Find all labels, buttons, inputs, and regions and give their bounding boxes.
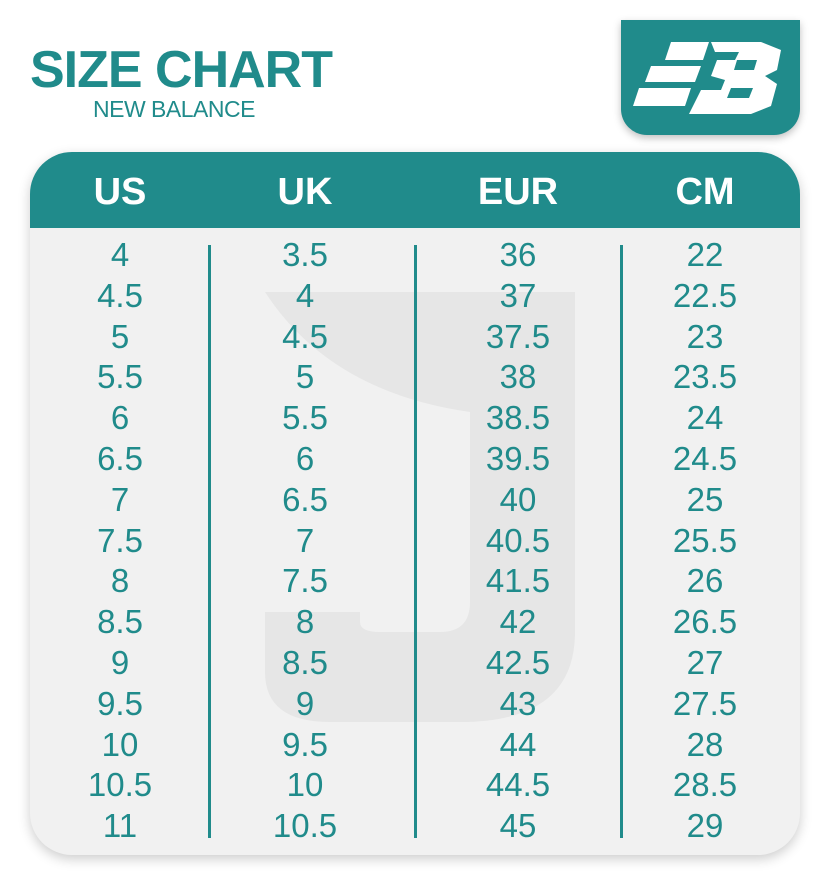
cell-eur: 36: [499, 236, 537, 273]
column-divider: [208, 245, 211, 838]
cell-us: 5.5: [97, 358, 143, 396]
cell-eur: 44: [499, 725, 537, 763]
cell-us: 7.5: [97, 521, 143, 559]
cell-cm: 29: [686, 807, 724, 845]
cell-cm: 23.5: [672, 358, 738, 396]
cell-uk: 5.5: [282, 399, 328, 437]
cell-uk: 10: [286, 766, 324, 804]
column-header-eur: EUR: [477, 171, 559, 213]
cell-cm: 26: [686, 562, 724, 600]
cell-cm: 28: [686, 725, 724, 763]
cell-us: 10: [101, 725, 139, 763]
cell-us: 11: [102, 807, 138, 845]
cell-uk: 8.5: [282, 644, 328, 681]
cell-eur: 37.5: [485, 317, 551, 355]
cell-cm: 26.5: [672, 603, 738, 641]
cell-eur: 39.5: [485, 440, 551, 477]
cell-cm: 24: [686, 399, 724, 437]
cell-uk: 4: [295, 276, 315, 314]
page-title: SIZE CHART: [30, 41, 333, 99]
cell-eur: 41.5: [485, 562, 551, 600]
cell-cm: 27: [686, 644, 724, 681]
cell-uk: 7: [295, 521, 315, 559]
cell-cm: 22: [686, 236, 724, 273]
cell-us: 10.5: [87, 766, 153, 804]
table-header: US UK EUR CM: [30, 152, 800, 228]
cell-uk: 9.5: [282, 725, 328, 763]
size-table: US UK EUR CM 4 3.5 36 22 4.5 4 37 22.5 5 4.5 37.5 2…: [30, 152, 800, 855]
cell-uk: 6: [295, 440, 315, 477]
cell-uk: 5: [295, 358, 315, 396]
cell-cm: 25: [686, 480, 724, 518]
cell-cm: 22.5: [672, 276, 738, 314]
cell-cm: 28.5: [672, 766, 738, 804]
cell-us: 6.5: [97, 440, 143, 477]
cell-cm: 23: [686, 317, 724, 355]
cell-us: 7: [110, 480, 130, 518]
column-header-us: US: [93, 171, 147, 213]
cell-eur: 40.5: [485, 521, 551, 559]
cell-uk: 4.5: [282, 317, 328, 355]
cell-cm: 25.5: [672, 521, 738, 559]
cell-eur: 40: [499, 480, 537, 518]
cell-eur: 38: [499, 358, 537, 396]
cell-us: 8.5: [97, 603, 143, 641]
cell-eur: 42.5: [485, 644, 551, 681]
column-header-cm: CM: [675, 171, 735, 213]
watermark-icon: [265, 292, 575, 722]
cell-uk: 6.5: [282, 480, 328, 518]
cell-uk: 7.5: [282, 562, 328, 600]
cell-eur: 43: [499, 684, 537, 722]
cell-us: 4.5: [97, 276, 143, 314]
nb-logo-icon: [633, 42, 781, 114]
new-balance-logo: [621, 20, 800, 135]
cell-us: 6: [110, 399, 130, 437]
cell-eur: 42: [499, 603, 537, 641]
column-divider: [620, 245, 623, 838]
cell-us: 5: [110, 317, 130, 355]
column-header-uk: UK: [277, 171, 333, 213]
cell-us: 4: [110, 236, 130, 273]
cell-cm: 27.5: [672, 684, 738, 722]
cell-us: 9.5: [97, 684, 143, 722]
cell-uk: 3.5: [282, 236, 328, 273]
column-divider: [414, 245, 417, 838]
cell-eur: 37: [499, 276, 537, 314]
cell-uk: 8: [295, 603, 315, 641]
brand-subtitle: NEW BALANCE: [93, 96, 255, 122]
cell-us: 9: [110, 644, 130, 681]
cell-eur: 44.5: [485, 766, 551, 804]
cell-cm: 24.5: [672, 440, 738, 477]
cell-eur: 45: [499, 807, 537, 845]
cell-eur: 38.5: [485, 399, 551, 437]
cell-uk: 10.5: [272, 807, 338, 845]
cell-uk: 9: [295, 684, 315, 722]
cell-us: 8: [110, 562, 130, 600]
